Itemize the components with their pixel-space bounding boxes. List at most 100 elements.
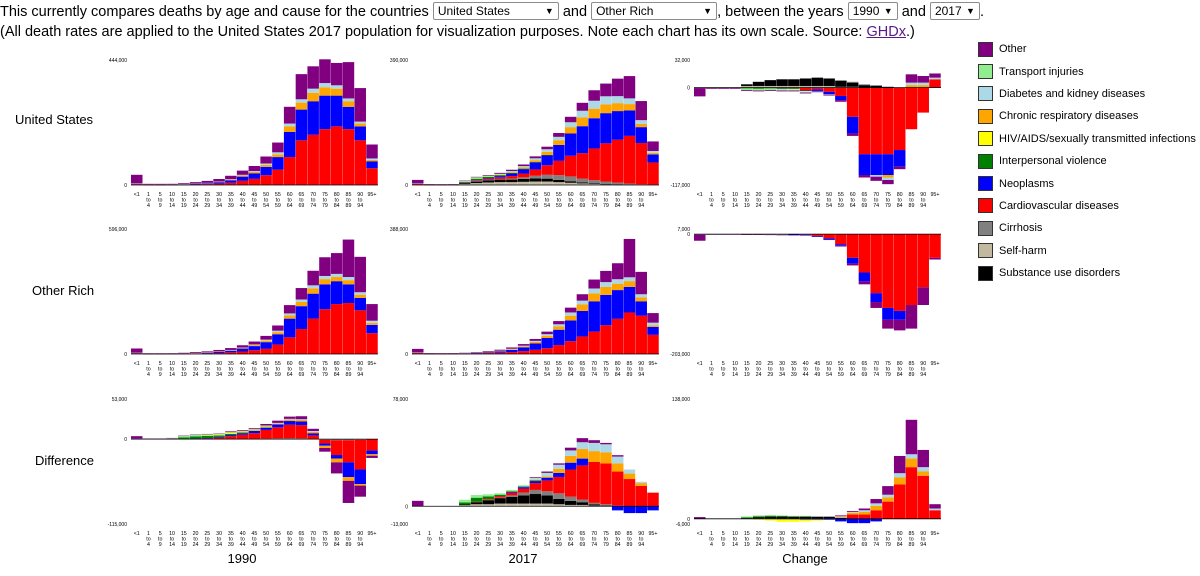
bar-neo-14: [295, 306, 308, 330]
country2-select[interactable]: Other Rich ▼: [591, 2, 718, 20]
bar-other-12: [553, 133, 565, 137]
chevron-down-icon: ▼: [703, 6, 713, 16]
tick-label: 65 to 69: [298, 531, 304, 548]
bar-diabetes-18: [623, 98, 636, 105]
bar-substance-8: [506, 496, 518, 504]
bar-chronic-10: [248, 429, 261, 431]
bar-neo-13: [846, 116, 859, 134]
bar-chronic-19: [354, 123, 366, 127]
bar-other-19: [354, 256, 366, 293]
bar-cardio-18: [905, 467, 918, 519]
bar-chronic-10: [529, 160, 542, 163]
tick-label: 20 to 24: [756, 531, 762, 548]
tick-label: 75 to 79: [885, 361, 891, 378]
legend-label: Neoplasms: [999, 177, 1055, 190]
bar-cardio-20: [929, 510, 941, 519]
bar-other-11: [823, 239, 835, 241]
legend-item-hiv: HIV/AIDS/sexually transmitted infections: [978, 128, 1200, 150]
bar-violence-6: [482, 496, 495, 500]
bar-cardio-12: [553, 160, 565, 176]
bar-cardio-0: [131, 184, 143, 185]
legend-label: Cirrhosis: [999, 222, 1043, 235]
bar-violence-6: [201, 435, 214, 439]
bar-diabetes-17: [611, 456, 624, 464]
bar-neo-17: [893, 310, 906, 320]
chevron-down-icon: ▼: [966, 6, 975, 16]
tick-label: 40 to 44: [521, 361, 527, 378]
bar-chronic-19: [917, 471, 929, 476]
bar-violence-4: [459, 502, 471, 505]
tick-label: 20 to 24: [193, 531, 199, 548]
and-text-1: and: [562, 4, 588, 20]
bar-neo-16: [319, 443, 331, 446]
bar-other-16: [600, 270, 612, 283]
bar-self-8: [506, 182, 518, 185]
bar-chronic-12: [272, 154, 284, 158]
bar-diabetes-9: [236, 174, 249, 176]
bar-chronic-13: [283, 419, 296, 422]
bar-other-20: [929, 257, 941, 260]
row-label-other-rich: Other Rich: [32, 283, 94, 298]
country2-value: Other Rich: [596, 4, 654, 18]
bar-cardio-15: [307, 318, 319, 354]
bar-transport-4: [741, 88, 753, 91]
bar-diabetes-9: [517, 485, 530, 487]
bar-cirrhosis-17: [611, 182, 624, 185]
bar-self-9: [517, 503, 530, 507]
tick-label: 45 to 49: [532, 531, 538, 548]
axis-max-label: 78,000: [393, 397, 409, 403]
bar-cardio-16: [882, 501, 894, 519]
bar-diabetes-14: [295, 299, 308, 302]
tick-label: 65 to 69: [861, 531, 867, 548]
bar-diabetes-17: [611, 279, 624, 284]
bar-other-3: [729, 87, 741, 89]
bar-neo-9: [799, 518, 812, 520]
bar-diabetes-12: [553, 136, 565, 141]
legend-swatch: [978, 108, 993, 124]
tick-label: 1 to 4: [709, 361, 713, 378]
bar-hiv-7: [213, 434, 225, 436]
bar-neo-14: [858, 272, 871, 282]
tick-label: 85 to 89: [909, 361, 915, 378]
tick-label: 60 to 64: [287, 361, 293, 378]
tick-label: 10 to 14: [169, 192, 175, 209]
tick-label: 80 to 84: [334, 361, 340, 378]
bar-chronic-18: [623, 281, 636, 287]
axis-max-label: 388,000: [390, 227, 408, 233]
bar-cirrhosis-7: [494, 178, 506, 180]
bar-transport-5: [752, 88, 765, 91]
year1-select[interactable]: 1990 ▼: [847, 2, 898, 20]
bar-hiv-9: [799, 90, 812, 92]
bar-other-17: [893, 455, 906, 474]
legend-swatch: [978, 131, 993, 147]
bar-cirrhosis-14: [858, 84, 871, 86]
bar-chronic-14: [576, 449, 589, 459]
bar-neo-12: [553, 329, 565, 346]
source-link[interactable]: GHDx: [866, 24, 906, 40]
bar-violence-6: [764, 515, 777, 517]
bar-chronic-16: [600, 286, 612, 295]
tick-label: 35 to 39: [791, 361, 797, 378]
year2-select[interactable]: 2017 ▼: [929, 2, 980, 20]
bar-diabetes-12: [835, 516, 847, 518]
bar-neo-5: [189, 183, 202, 185]
tick-label: 65 to 69: [579, 361, 585, 378]
tick-label: 85 to 89: [909, 192, 915, 209]
bar-other-18: [342, 239, 355, 278]
bar-chronic-10: [248, 171, 261, 174]
bar-other-5: [189, 352, 202, 353]
bar-cirrhosis-8: [506, 178, 518, 180]
bar-chronic-15: [588, 293, 600, 302]
bar-neo-14: [858, 154, 871, 176]
tick-label: <1: [415, 361, 421, 367]
bar-self-15: [588, 184, 600, 185]
tick-label: <1: [697, 192, 703, 198]
tick-label: 5 to 9: [439, 531, 443, 548]
country1-select[interactable]: United States ▼: [432, 2, 559, 20]
bar-hiv-5: [752, 518, 765, 520]
tick-label: 75 to 79: [322, 361, 328, 378]
header-line-1: This currently compares deaths by age an…: [0, 2, 1000, 22]
bar-diabetes-18: [623, 469, 636, 474]
bar-other-8: [788, 90, 800, 92]
bar-chronic-20: [647, 152, 659, 155]
